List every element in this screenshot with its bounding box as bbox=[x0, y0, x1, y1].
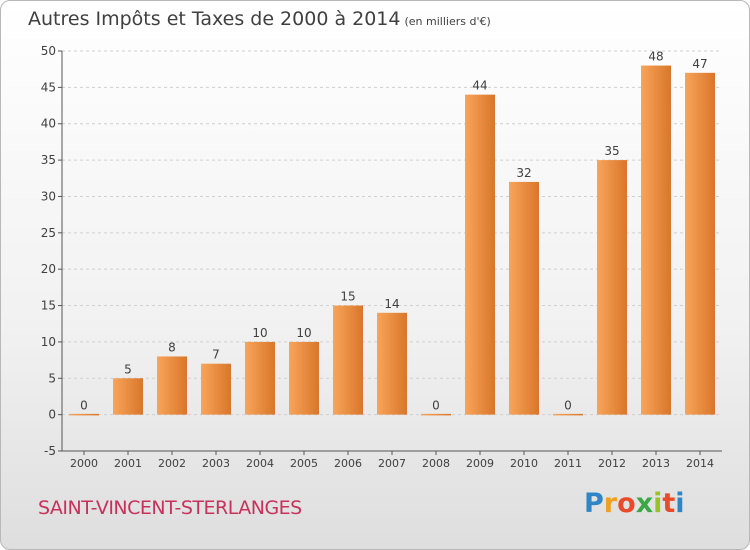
bar-value-label: 32 bbox=[516, 166, 531, 180]
bar-value-label: 48 bbox=[648, 50, 663, 64]
bar-value-label: 47 bbox=[692, 57, 707, 71]
x-tick-label: 2010 bbox=[510, 457, 538, 470]
bar-value-label: 10 bbox=[252, 326, 267, 340]
y-tick-label: 15 bbox=[41, 299, 56, 313]
y-tick-label: 50 bbox=[41, 44, 56, 58]
bar bbox=[553, 413, 583, 416]
bar bbox=[245, 341, 275, 415]
bar bbox=[421, 413, 451, 416]
x-tick-label: 2008 bbox=[422, 457, 450, 470]
x-tick-label: 2013 bbox=[642, 457, 670, 470]
x-tick-label: 2001 bbox=[114, 457, 142, 470]
chart-title: Autres Impôts et Taxes de 2000 à 2014 (en… bbox=[28, 8, 491, 30]
bar bbox=[685, 72, 715, 415]
commune-name: SAINT-VINCENT-STERLANGES bbox=[38, 497, 302, 519]
bar bbox=[377, 312, 407, 415]
x-tick-label: 2012 bbox=[598, 457, 626, 470]
bar-value-label: 44 bbox=[472, 79, 487, 93]
y-tick-label: 25 bbox=[41, 226, 56, 240]
bar bbox=[113, 378, 143, 415]
x-tick-label: 2006 bbox=[334, 457, 362, 470]
y-tick-label: 40 bbox=[41, 117, 56, 131]
bar bbox=[509, 181, 539, 415]
bar bbox=[597, 160, 627, 415]
logo-letter: r bbox=[603, 488, 618, 519]
bar-value-label: 7 bbox=[212, 348, 220, 362]
chart-subtitle: (en milliers d'€) bbox=[404, 15, 491, 28]
x-tick-label: 2005 bbox=[290, 457, 318, 470]
bar-value-label: 10 bbox=[296, 326, 311, 340]
logo-letter: t bbox=[662, 488, 676, 519]
bar-value-label: 8 bbox=[168, 340, 176, 354]
x-tick-label: 2004 bbox=[246, 457, 274, 470]
x-tick-label: 2003 bbox=[202, 457, 230, 470]
chart-title-text: Autres Impôts et Taxes de 2000 à 2014 bbox=[28, 8, 401, 30]
logo-letter: o bbox=[617, 488, 636, 519]
bar bbox=[289, 341, 319, 415]
y-tick-label: 10 bbox=[41, 335, 56, 349]
bar-value-label: 35 bbox=[604, 144, 619, 158]
bar-value-label: 14 bbox=[384, 297, 399, 311]
proxiti-logo: Proxiti bbox=[584, 488, 685, 519]
bar bbox=[465, 94, 495, 415]
bar bbox=[201, 363, 231, 415]
logo-letter: P bbox=[584, 488, 604, 519]
y-tick-label: 5 bbox=[48, 371, 56, 385]
y-tick-label: 30 bbox=[41, 189, 56, 203]
x-tick-label: 2011 bbox=[554, 457, 582, 470]
bar-value-label: 0 bbox=[564, 399, 572, 413]
y-tick-label: 20 bbox=[41, 262, 56, 276]
bar bbox=[157, 356, 187, 415]
x-tick-label: 2014 bbox=[686, 457, 714, 470]
bar-value-label: 0 bbox=[432, 399, 440, 413]
logo-letter: x bbox=[635, 488, 654, 519]
bar-value-label: 5 bbox=[124, 362, 132, 376]
bar bbox=[641, 65, 671, 415]
y-tick-label: -5 bbox=[44, 444, 56, 458]
x-tick-label: 2000 bbox=[70, 457, 98, 470]
bar-value-label: 15 bbox=[340, 290, 355, 304]
bar bbox=[69, 413, 99, 416]
x-tick-label: 2002 bbox=[158, 457, 186, 470]
bar bbox=[333, 305, 363, 415]
logo-letter: i bbox=[653, 488, 663, 519]
bar-value-label: 0 bbox=[80, 399, 88, 413]
y-tick-label: 35 bbox=[41, 153, 56, 167]
x-tick-label: 2009 bbox=[466, 457, 494, 470]
y-tick-label: 45 bbox=[41, 80, 56, 94]
x-tick-label: 2007 bbox=[378, 457, 406, 470]
logo-letter: i bbox=[675, 488, 685, 519]
y-tick-label: 0 bbox=[48, 408, 56, 422]
